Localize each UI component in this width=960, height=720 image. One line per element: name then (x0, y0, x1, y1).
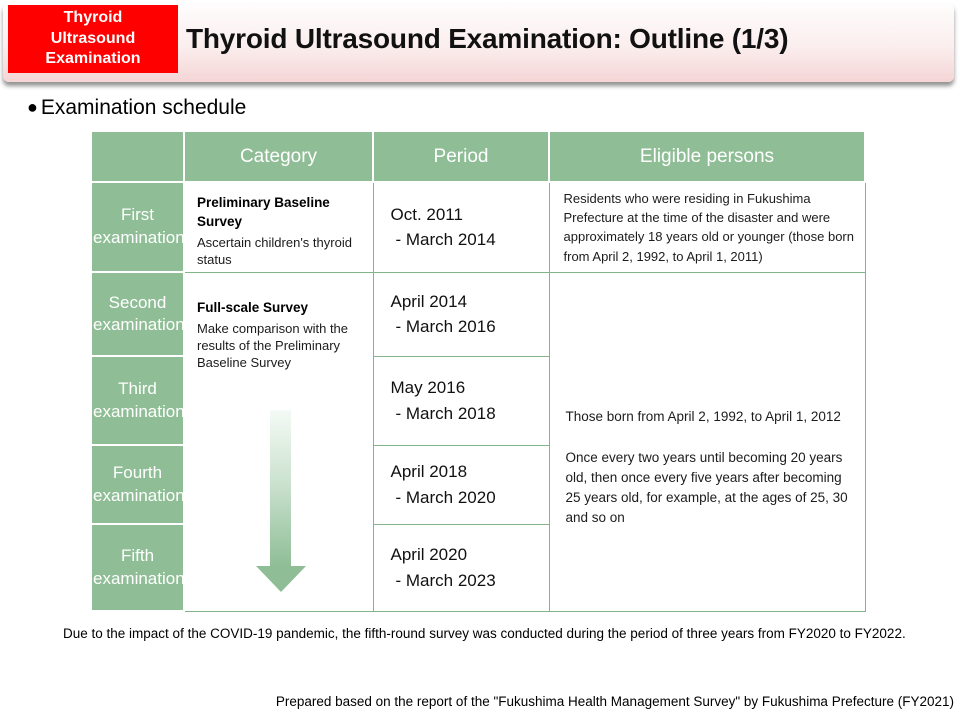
bullet-icon: ● (27, 97, 38, 117)
row-label-line: Third (118, 379, 157, 398)
category-description: Make comparison with the results of the … (197, 321, 349, 371)
table-row-third: Third examination May 2016 - March 2018 (90, 355, 865, 447)
period-to: - March 2014 (395, 230, 496, 250)
page-title: Thyroid Ultrasound Examination: Outline … (186, 23, 789, 54)
row-label-line: examination (93, 315, 184, 335)
header-badge: Thyroid Ultrasound Examination (8, 5, 178, 73)
eligible-cell-rest: Those born from April 2, 1992, to April … (548, 271, 866, 612)
row-label-line: examination (93, 228, 184, 248)
period-from: May 2016 (390, 378, 466, 398)
row-label-fifth: Fifth examination (90, 523, 185, 613)
row-label-line: Fourth (112, 463, 163, 482)
examination-schedule-table: Category Period Eligible persons First e… (90, 130, 866, 613)
column-header-blank (90, 130, 185, 183)
period-from: April 2018 (390, 462, 468, 482)
badge-line: Ultrasound (50, 29, 136, 47)
section-heading: ● Examination schedule (27, 96, 246, 120)
row-label-line: examination (93, 568, 184, 588)
period-from: Oct. 2011 (390, 204, 463, 224)
row-label-line: examination (93, 485, 184, 505)
down-arrow-icon (197, 409, 365, 592)
eligible-cell-first: Residents who were residing in Fukushima… (548, 181, 866, 273)
category-title: Full-scale Survey (197, 300, 309, 316)
table-row-first: First examination Preliminary Baseline S… (90, 180, 866, 274)
category-cell-full-scale: Full-scale Survey Make comparison with t… (183, 271, 374, 612)
category-cell-preliminary: Preliminary Baseline Survey Ascertain ch… (183, 181, 374, 273)
period-cell-fifth: April 2020 - March 2023 (372, 523, 550, 612)
row-label-line: examination (93, 401, 184, 421)
source-attribution: Prepared based on the report of the "Fuk… (275, 694, 954, 709)
section-heading-label: Examination schedule (40, 96, 247, 119)
eligible-paragraph: Once every two years until becoming 20 y… (565, 449, 848, 526)
row-label-third: Third examination (90, 355, 185, 447)
category-description: Ascertain children's thyroid status (197, 234, 352, 267)
row-label-line: Second (108, 292, 167, 312)
period-from: April 2014 (390, 291, 468, 311)
badge-line: Examination (45, 50, 141, 68)
table-row-fourth: Fourth examination April 2018 - March 20… (90, 444, 865, 526)
category-title: Preliminary Baseline Survey (197, 194, 330, 229)
down-arrow-shaft (270, 409, 292, 566)
covid-note: Due to the impact of the COVID-19 pandem… (63, 626, 906, 641)
table-header-row: Category Period Eligible persons (90, 130, 866, 183)
column-header-eligible: Eligible persons (548, 130, 866, 183)
period-to: - March 2020 (395, 487, 496, 507)
row-label-fourth: Fourth examination (90, 444, 185, 526)
row-label-first: First examination (90, 180, 185, 274)
table-row-fifth: Fifth examination April 2020 - March 202… (90, 523, 865, 613)
down-arrow-head (255, 565, 306, 592)
period-to: - March 2016 (395, 317, 496, 337)
column-header-category: Category (183, 130, 374, 183)
period-cell-second: April 2014 - March 2016 (372, 271, 550, 357)
eligible-paragraph: Those born from April 2, 1992, to April … (565, 409, 841, 425)
column-header-period: Period (372, 130, 550, 183)
row-label-line: Fifth (120, 546, 155, 565)
table-row-second: Second examination Full-scale Survey Mak… (90, 271, 866, 612)
period-from: April 2020 (390, 545, 468, 565)
period-cell-fourth: April 2018 - March 2020 (372, 444, 550, 525)
period-to: - March 2018 (395, 403, 496, 423)
period-to: - March 2023 (395, 570, 496, 590)
period-cell-third: May 2016 - March 2018 (372, 355, 550, 446)
period-cell-first: Oct. 2011 - March 2014 (372, 181, 550, 273)
row-label-line: First (120, 205, 155, 225)
badge-line: Thyroid (63, 8, 123, 26)
row-label-second: Second examination (90, 271, 185, 358)
header-banner: Thyroid Ultrasound Examination Thyroid U… (3, 3, 954, 82)
